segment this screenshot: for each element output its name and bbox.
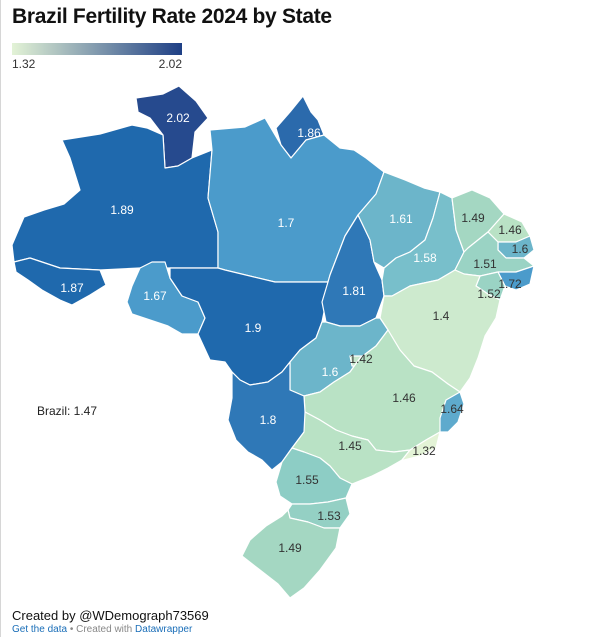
state-value-label-ap: 1.86	[297, 126, 321, 140]
state-value-label-sp: 1.45	[338, 439, 362, 453]
state-value-label-ba: 1.4	[433, 309, 450, 323]
datawrapper-link[interactable]: Datawrapper	[135, 624, 193, 635]
legend-gradient-bar	[12, 43, 182, 55]
map-title: Brazil Fertility Rate 2024 by State	[12, 5, 332, 28]
state-value-label-mt: 1.9	[245, 321, 262, 335]
state-value-label-pe: 1.51	[473, 257, 497, 271]
state-value-label-se: 1.52	[477, 287, 501, 301]
state-value-label-ro: 1.67	[143, 289, 167, 303]
left-border	[0, 0, 1, 637]
state-value-label-to: 1.81	[342, 284, 366, 298]
legend-max-label: 2.02	[158, 57, 182, 71]
state-value-label-pr: 1.55	[295, 473, 319, 487]
state-value-label-rj: 1.32	[412, 444, 436, 458]
state-value-label-sc: 1.53	[317, 509, 341, 523]
state-value-label-mg: 1.46	[392, 391, 416, 405]
get-data-link[interactable]: Get the data	[12, 624, 68, 635]
state-value-label-pa: 1.7	[278, 216, 295, 230]
state-region-rj[interactable]	[401, 431, 441, 461]
state-value-label-df: 1.42	[349, 352, 373, 366]
state-value-label-ac: 1.87	[60, 281, 84, 295]
state-value-label-pi: 1.58	[413, 251, 437, 265]
state-value-label-rn: 1.46	[498, 223, 522, 237]
state-region-ac[interactable]	[13, 257, 107, 306]
state-value-label-ma: 1.61	[389, 212, 413, 226]
author-credit: Created by @WDemograph73569	[12, 608, 209, 623]
national-rate-annotation: Brazil: 1.47	[37, 404, 98, 418]
legend-min-label: 1.32	[12, 57, 36, 71]
state-region-es[interactable]	[439, 391, 465, 433]
state-value-label-es: 1.64	[440, 402, 464, 416]
state-value-label-al: 1.72	[498, 277, 522, 291]
state-value-label-am: 1.89	[110, 203, 134, 217]
state-value-label-ce: 1.49	[461, 211, 485, 225]
state-value-label-rs: 1.49	[278, 541, 302, 555]
state-value-label-pb: 1.6	[512, 242, 529, 256]
chart-footer: Get the data • Created with Datawrapper	[12, 624, 192, 635]
state-value-label-rr: 2.02	[166, 111, 190, 125]
state-value-label-ms: 1.8	[260, 413, 277, 427]
state-region-rs[interactable]	[241, 509, 341, 599]
state-value-label-go: 1.6	[322, 365, 339, 379]
footer-separator: • Created with	[67, 624, 136, 635]
color-legend: 1.32 2.02	[12, 43, 182, 73]
